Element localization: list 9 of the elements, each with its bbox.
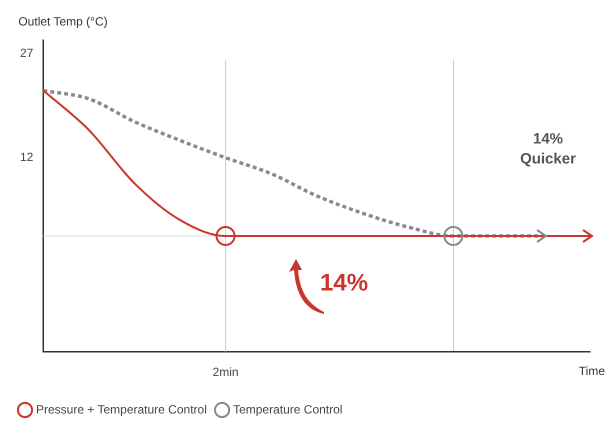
annotation: 14% xyxy=(320,270,368,297)
annotation: 14% Quicker xyxy=(520,130,576,168)
y-tick-label: 12 xyxy=(20,150,34,164)
y-axis-title: Outlet Temp (°C) xyxy=(18,14,108,28)
legend-label: Temperature Control xyxy=(233,402,342,416)
x-tick-label: 2min xyxy=(212,365,239,380)
legend-label: Pressure + Temperature Control xyxy=(36,402,207,416)
x-axis-title: Time xyxy=(578,364,605,378)
y-tick-label: 27 xyxy=(20,46,34,60)
